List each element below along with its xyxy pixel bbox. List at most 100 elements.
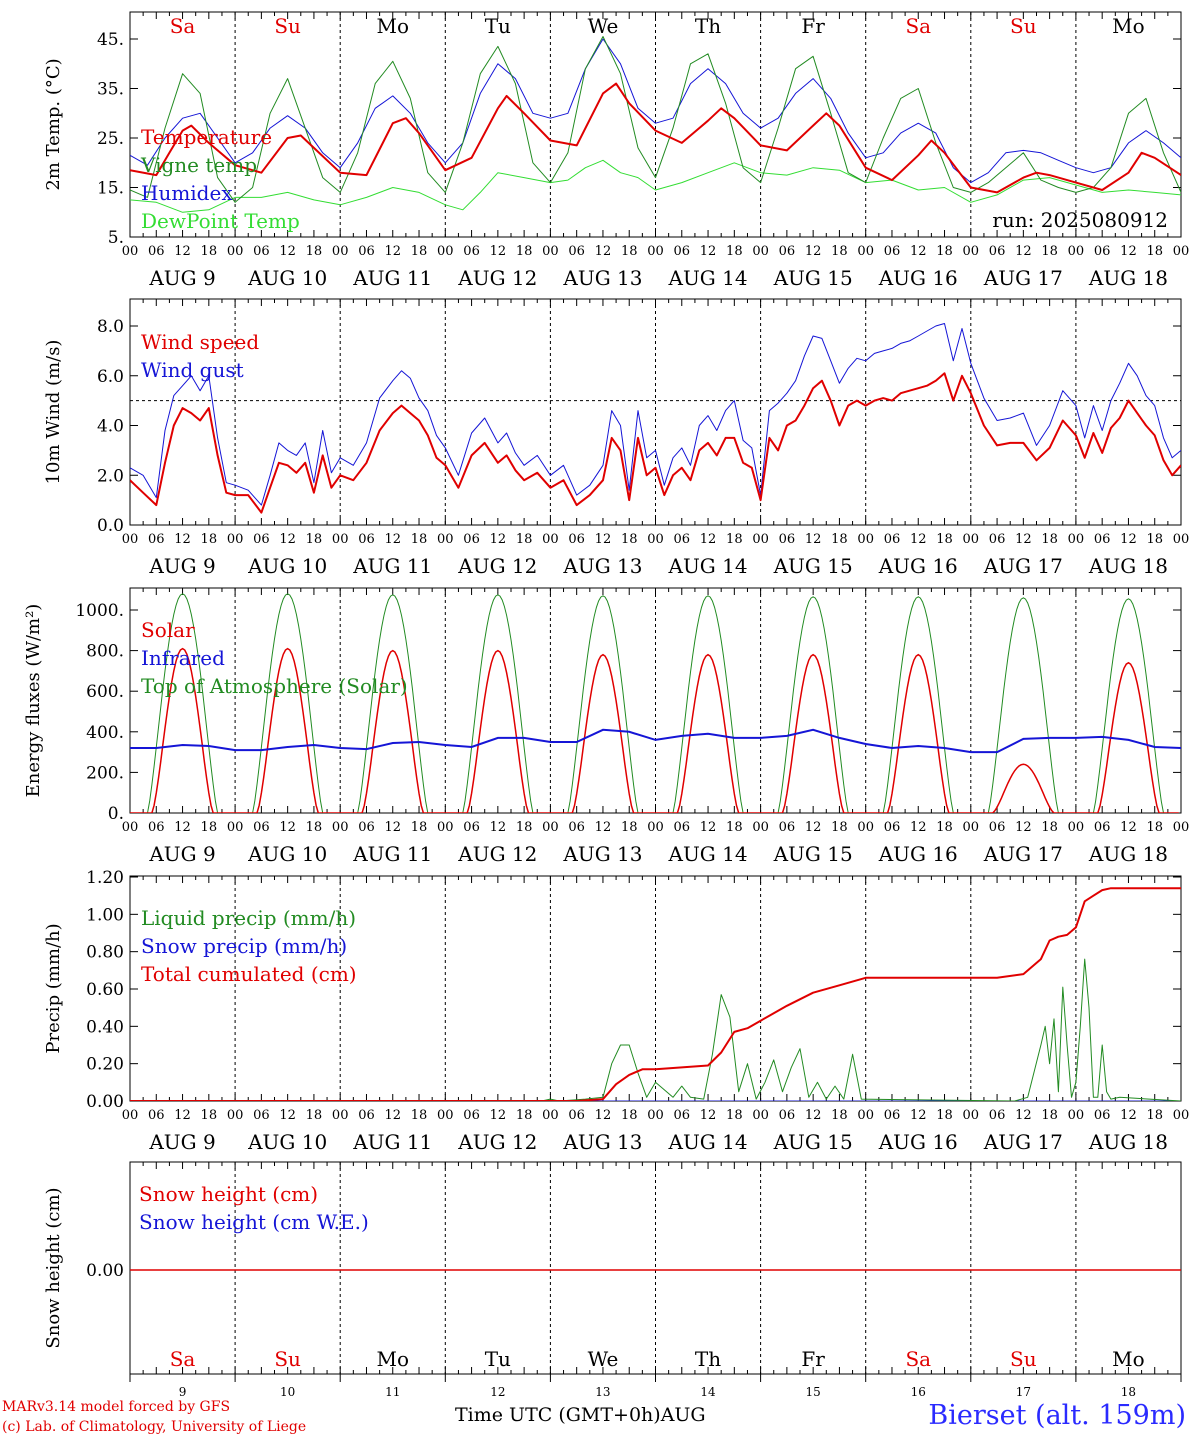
weekday-label-top: Fr: [801, 14, 825, 38]
snow-ylabel: Snow height (cm): [43, 1187, 64, 1348]
weekday-label-top: Sa: [170, 14, 196, 38]
wind-hour-label: 12: [910, 532, 927, 547]
energy-ytick-label: 1000.: [75, 601, 124, 621]
temperature-plot-area: [130, 36, 1181, 213]
energy-date-label: AUG 11: [352, 842, 432, 866]
energy-ytick-label: 200.: [86, 763, 124, 783]
temperature-hour-label: 18: [306, 244, 323, 259]
temperature-date-label: AUG 14: [668, 266, 748, 290]
temperature-ytick-label: 25.: [97, 129, 124, 149]
energy-ytick-label: 800.: [86, 642, 124, 662]
weekday-label-bottom: Fr: [801, 1347, 825, 1371]
wind-series-wind-gust: [130, 323, 1181, 506]
precip-hour-label: 12: [490, 1108, 507, 1123]
temperature-date-label: AUG 9: [148, 266, 215, 290]
temperature-frame: [129, 11, 1182, 238]
energy-hour-label: 00: [752, 820, 769, 835]
precip-date-label: AUG 13: [562, 1130, 642, 1154]
wind-hour-label: 18: [1041, 532, 1058, 547]
footer-day-number: 9: [179, 1385, 187, 1399]
wind-hour-label: 00: [752, 532, 769, 547]
weekday-label-top: Mo: [376, 14, 409, 38]
precip-date-label: AUG 17: [983, 1130, 1063, 1154]
wind-date-label: AUG 11: [352, 554, 432, 578]
temperature-ytick-label: 45.: [97, 30, 124, 50]
energy-hour-label: 12: [490, 820, 507, 835]
temperature-hour-label: 06: [674, 244, 691, 259]
precip-hour-label: 00: [857, 1108, 874, 1123]
wind-legend-entry: Wind gust: [141, 358, 244, 382]
precip-date-label: AUG 14: [668, 1130, 748, 1154]
wind-hour-label: 12: [595, 532, 612, 547]
temperature-hour-label: 18: [411, 244, 428, 259]
energy-hour-label: 06: [1094, 820, 1111, 835]
precip-hour-label: 18: [516, 1108, 533, 1123]
energy-hour-label: 18: [726, 820, 743, 835]
temperature-hour-label: 18: [201, 244, 218, 259]
temperature-hour-label: 06: [779, 244, 796, 259]
energy-ylabel: Energy fluxes (W/m²): [23, 604, 44, 798]
energy-hour-label: 18: [516, 820, 533, 835]
energy-hour-label: 06: [674, 820, 691, 835]
precip-ylabel: Precip (mm/h): [43, 923, 64, 1053]
precip-hour-label: 12: [595, 1108, 612, 1123]
wind-hour-label: 18: [726, 532, 743, 547]
wind-legend-entry: Wind speed: [141, 330, 259, 354]
wind-hour-label: 12: [384, 532, 401, 547]
precip-hour-label: 06: [779, 1108, 796, 1123]
precip-hour-label: 00: [752, 1108, 769, 1123]
precip-hour-label: 00: [963, 1108, 980, 1123]
temperature-hour-label: 12: [910, 244, 927, 259]
temperature-hour-label: 00: [1173, 244, 1190, 259]
energy-hour-label: 06: [884, 820, 901, 835]
precip-date-label: AUG 15: [773, 1130, 853, 1154]
wind-hour-label: 12: [490, 532, 507, 547]
precip-date-label: AUG 10: [247, 1130, 327, 1154]
weekday-label-bottom: Su: [1010, 1347, 1037, 1371]
energy-hour-label: 00: [963, 820, 980, 835]
temperature-hour-label: 06: [1094, 244, 1111, 259]
temperature-ytick-label: 15.: [97, 179, 124, 199]
precip-hour-label: 06: [1094, 1108, 1111, 1123]
precip-hour-label: 00: [122, 1108, 139, 1123]
precip-ytick-label: 0.80: [86, 943, 124, 963]
wind-date-label: AUG 12: [457, 554, 537, 578]
precip-hour-label: 00: [1068, 1108, 1085, 1123]
weekday-label-top: Sa: [905, 14, 931, 38]
wind-hour-label: 18: [936, 532, 953, 547]
wind-date-label: AUG 15: [773, 554, 853, 578]
temperature-hour-label: 18: [726, 244, 743, 259]
energy-date-label: AUG 16: [878, 842, 958, 866]
energy-hour-label: 06: [989, 820, 1006, 835]
wind-hour-label: 18: [201, 532, 218, 547]
precip-hour-label: 12: [384, 1108, 401, 1123]
precip-ytick-label: 1.00: [86, 905, 124, 925]
wind-date-label: AUG 16: [878, 554, 958, 578]
wind-hour-label: 12: [700, 532, 717, 547]
station-name: Bierset (alt. 159m): [928, 1400, 1186, 1431]
temperature-hour-label: 00: [437, 244, 454, 259]
wind-hour-label: 00: [227, 532, 244, 547]
precip-ytick-label: 0.20: [86, 1055, 124, 1075]
precip-date-label: AUG 18: [1088, 1130, 1168, 1154]
temperature-hour-label: 06: [358, 244, 375, 259]
precip-hour-label: 12: [174, 1108, 191, 1123]
wind-hour-label: 12: [1120, 532, 1137, 547]
precip-hour-label: 18: [201, 1108, 218, 1123]
precip-ytick-label: 0.00: [86, 1092, 124, 1112]
credit-line-1: MARv3.14 model forced by GFS: [2, 1399, 231, 1415]
precip-hour-label: 12: [805, 1108, 822, 1123]
precip-hour-label: 18: [936, 1108, 953, 1123]
precip-hour-label: 06: [148, 1108, 165, 1123]
energy-hour-label: 12: [805, 820, 822, 835]
energy-hour-label: 06: [779, 820, 796, 835]
precip-hour-label: 06: [884, 1108, 901, 1123]
energy-hour-label: 12: [700, 820, 717, 835]
temperature-hour-label: 06: [989, 244, 1006, 259]
temperature-date-label: AUG 12: [457, 266, 537, 290]
temperature-hour-label: 06: [253, 244, 270, 259]
footer-day-number: 12: [490, 1385, 505, 1399]
precip-hour-label: 00: [647, 1108, 664, 1123]
wind-date-label: AUG 9: [148, 554, 215, 578]
temperature-date-label: AUG 18: [1088, 266, 1168, 290]
